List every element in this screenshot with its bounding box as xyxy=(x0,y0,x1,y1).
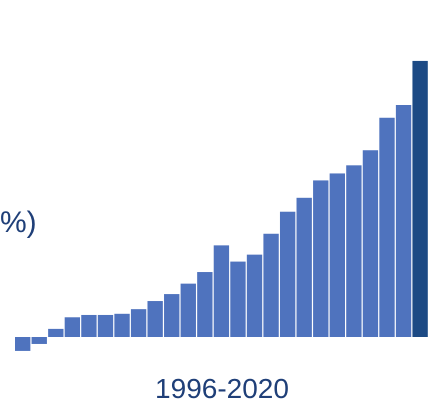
bar-2005 xyxy=(164,294,180,337)
y-axis-label-fragment: %) xyxy=(0,206,37,239)
bar-2017 xyxy=(362,150,379,337)
bar-2011 xyxy=(263,233,279,337)
bar-2000 xyxy=(81,314,97,337)
bar-2003 xyxy=(130,309,147,337)
bar-2001 xyxy=(97,314,114,337)
bar-2018 xyxy=(379,117,395,337)
bar-2014 xyxy=(313,180,329,337)
bar-2016 xyxy=(346,165,362,337)
bar-2010 xyxy=(246,254,263,337)
bar-2020 xyxy=(412,60,428,338)
bar-2009 xyxy=(230,261,246,337)
x-axis-label: 1996-2020 xyxy=(155,373,289,404)
bar-1999 xyxy=(64,317,81,337)
bar-2002 xyxy=(114,313,130,337)
bar-2012 xyxy=(279,211,296,337)
bar-2006 xyxy=(180,283,196,337)
bar-2019 xyxy=(395,105,412,337)
bar-1998 xyxy=(48,328,64,337)
bar-1997 xyxy=(31,337,47,344)
bar-1996 xyxy=(15,337,31,351)
bars-group xyxy=(15,60,428,351)
bar-2008 xyxy=(213,245,230,337)
bar-2004 xyxy=(147,301,163,337)
bar-2015 xyxy=(329,173,345,337)
bar-2013 xyxy=(296,197,312,337)
bar-2007 xyxy=(197,272,213,337)
